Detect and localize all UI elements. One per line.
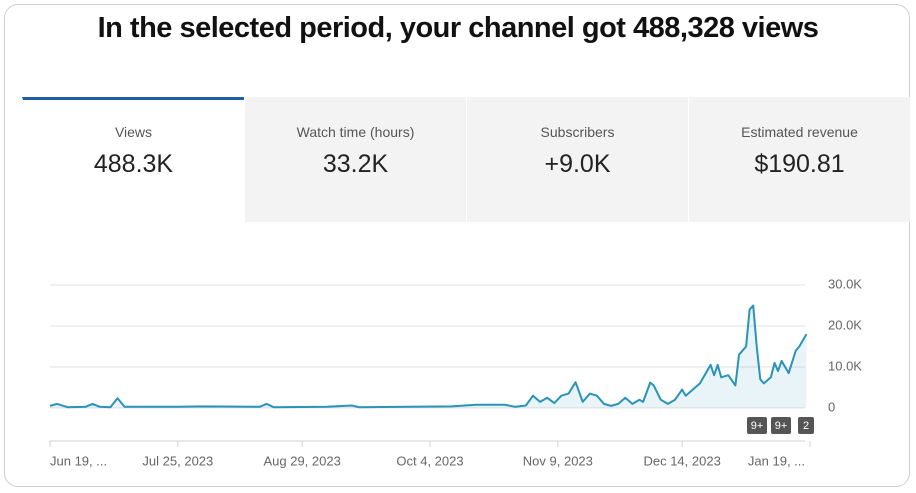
marker-badge: [747, 417, 767, 434]
tab[interactable]: Watch time (hours) 33.2K: [244, 97, 466, 222]
card-frame: [4, 4, 910, 487]
x-tick-label: Aug 29, 2023: [263, 453, 340, 468]
tab-label: Views: [114, 124, 153, 140]
y-tick-label: 0: [828, 399, 835, 414]
y-tick-label: 30.0K: [828, 276, 862, 291]
tab-label: Estimated revenue: [741, 124, 858, 140]
tab-label: Watch time (hours): [296, 124, 415, 140]
tab[interactable]: Views 488.3K: [22, 97, 244, 222]
marker-badge-label: 2: [803, 420, 809, 432]
y-tick-label: 20.0K: [828, 317, 862, 332]
tab-value: 488.3K: [93, 150, 174, 178]
x-tick-label: Oct 4, 2023: [396, 453, 463, 468]
x-tick-label: Nov 9, 2023: [523, 453, 593, 468]
marker-badge: [798, 417, 814, 434]
tab-value: +9.0K: [544, 150, 611, 178]
x-tick-label: Jul 25, 2023: [142, 453, 213, 468]
marker-badge-label: 9+: [775, 420, 788, 432]
tab[interactable]: Subscribers +9.0K: [466, 97, 688, 222]
y-tick-label: 10.0K: [828, 358, 862, 373]
tab-value: 33.2K: [322, 150, 389, 178]
tab-value: $190.81: [754, 150, 845, 178]
headline: In the selected period, your channel got…: [97, 12, 819, 44]
marker-badge-label: 9+: [751, 420, 764, 432]
x-tick-label: Dec 14, 2023: [643, 453, 720, 468]
tab[interactable]: Estimated revenue $190.81: [688, 97, 910, 222]
line: [49, 304, 808, 409]
area: [50, 305, 807, 408]
tab-label: Subscribers: [540, 124, 615, 140]
x-tick-label: Jun 19, ...: [50, 453, 107, 468]
marker-badge: [771, 417, 791, 434]
x-tick-label: Jan 19, ...: [748, 453, 805, 468]
